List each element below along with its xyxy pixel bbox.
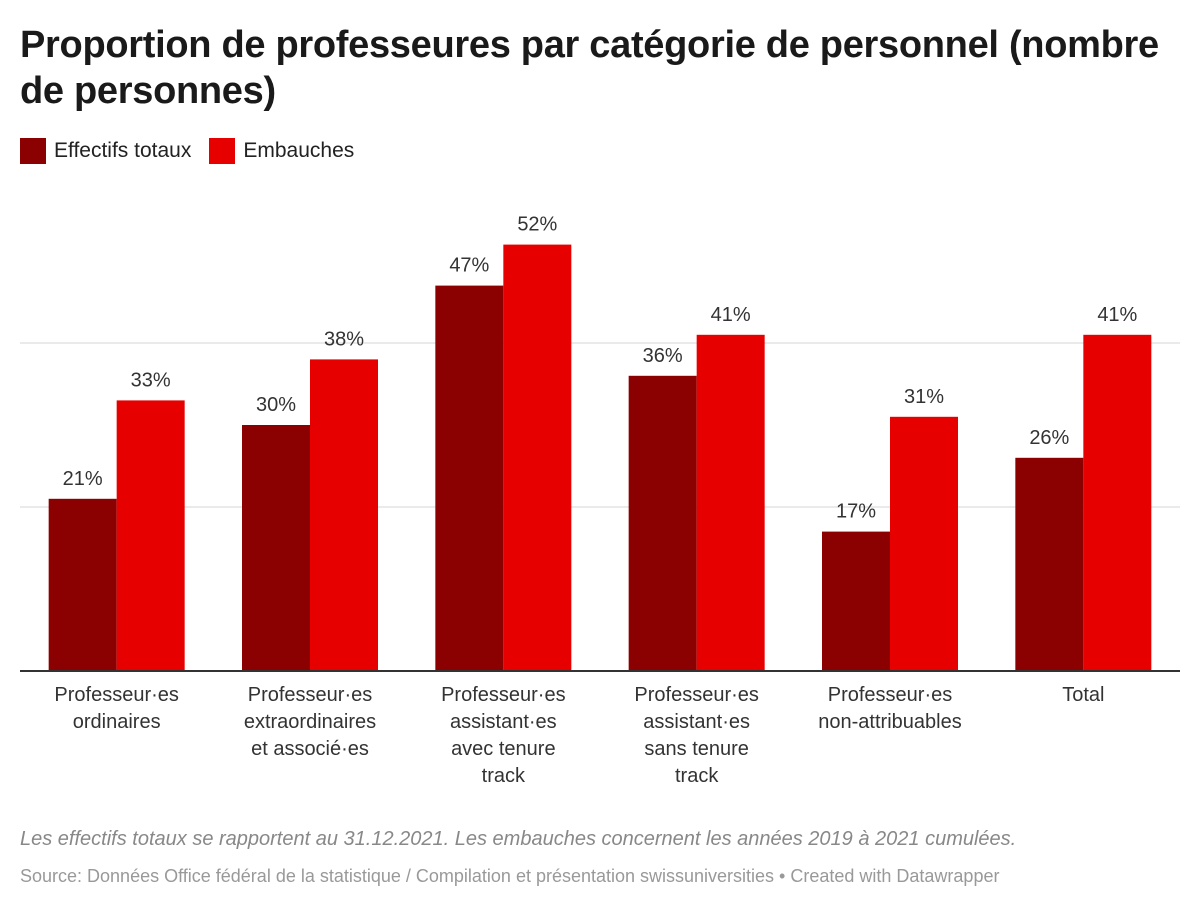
- bar-embauches: [116, 400, 185, 671]
- bar-embauches: [1083, 334, 1152, 671]
- bar-effectifs: [628, 375, 697, 671]
- legend-swatch: [209, 138, 236, 164]
- bar-embauches: [503, 244, 572, 671]
- data-label: 31%: [904, 386, 944, 408]
- chart-notes: Les effectifs totaux se rapportent au 31…: [20, 828, 1017, 850]
- x-tick-label: Total: [1062, 684, 1104, 706]
- legend: Effectifs totaux Embauches: [20, 138, 354, 164]
- bar-effectifs: [1015, 457, 1084, 671]
- x-tick-label: Professeur·es extraordinaires et associé·e…: [244, 684, 376, 760]
- data-label: 36%: [643, 345, 683, 367]
- bar-embauches: [890, 416, 958, 671]
- legend-item-embauches: Embauches: [209, 138, 354, 164]
- chart-source: Source: Données Office fédéral de la sta…: [20, 866, 1000, 886]
- x-tick-label: Professeur·es non-attribuables: [818, 684, 961, 733]
- bar-effectifs: [48, 498, 117, 671]
- data-label: 41%: [1097, 304, 1137, 326]
- legend-item-effectifs: Effectifs totaux: [20, 138, 191, 164]
- data-label: 33%: [131, 369, 171, 391]
- bar-embauches: [696, 334, 765, 671]
- data-label: 26%: [1029, 427, 1069, 449]
- bar-effectifs: [822, 531, 890, 671]
- legend-label: Embauches: [243, 139, 355, 162]
- chart-title: Proportion de professeures par catégorie…: [20, 24, 1159, 112]
- bar-effectifs: [242, 425, 310, 671]
- data-label: 17%: [836, 501, 876, 523]
- legend-swatch: [20, 138, 46, 164]
- data-label: 52%: [517, 214, 557, 236]
- x-tick-label: Professeur·es ordinaires: [54, 684, 179, 733]
- data-label: 21%: [63, 468, 103, 490]
- bar-effectifs: [435, 285, 504, 671]
- bar-embauches: [310, 359, 378, 671]
- legend-label: Effectifs totaux: [54, 139, 192, 162]
- x-tick-label: Professeur·es assistant·es sans tenure trac…: [634, 684, 759, 787]
- data-label: 47%: [449, 255, 489, 277]
- data-label: 41%: [711, 304, 751, 326]
- x-tick-label: Professeur·es assistant·es avec tenure trac…: [441, 684, 566, 787]
- data-label: 30%: [256, 394, 296, 416]
- data-label: 38%: [324, 328, 364, 350]
